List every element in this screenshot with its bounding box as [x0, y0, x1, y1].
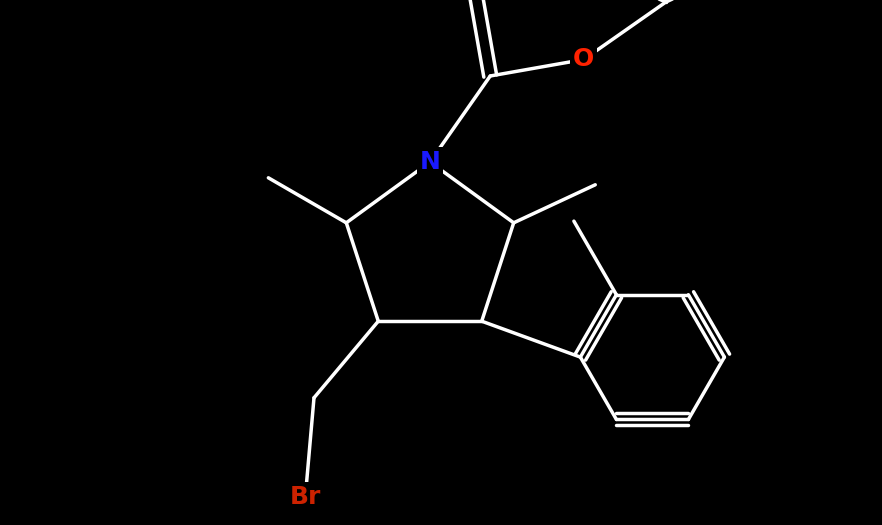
- Text: N: N: [420, 150, 440, 174]
- Text: O: O: [573, 47, 594, 71]
- Text: Br: Br: [289, 486, 321, 509]
